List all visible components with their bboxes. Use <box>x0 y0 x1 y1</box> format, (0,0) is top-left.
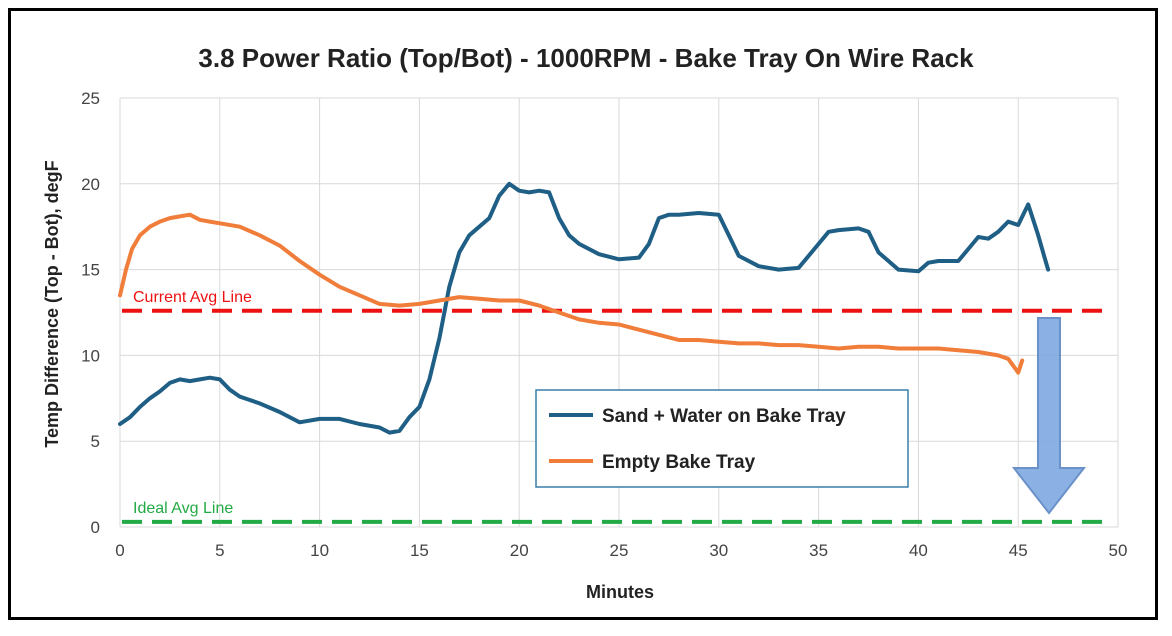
y-tick-labels: 0 5 10 15 20 25 <box>81 89 100 537</box>
legend-label-empty-tray: Empty Bake Tray <box>602 452 756 473</box>
series-line-empty-tray <box>118 212 1025 375</box>
x-tick-label: 50 <box>1109 541 1128 560</box>
x-tick-label: 10 <box>310 541 329 560</box>
ideal-avg-label: Ideal Avg Line <box>133 500 233 517</box>
series-layer <box>118 181 1051 435</box>
legend-box <box>535 389 909 488</box>
gridlines <box>119 97 1119 528</box>
y-tick-label: 5 <box>91 432 100 451</box>
y-tick-label: 25 <box>81 89 100 108</box>
y-axis-label: Temp Difference (Top - Bot), degF <box>42 160 62 447</box>
y-tick-label: 20 <box>81 175 100 194</box>
x-tick-label: 25 <box>610 541 629 560</box>
legend-label-sand-water: Sand + Water on Bake Tray <box>602 406 846 427</box>
y-tick-label: 10 <box>81 346 100 365</box>
x-tick-label: 30 <box>709 541 728 560</box>
chart-title: 3.8 Power Ratio (Top/Bot) - 1000RPM - Ba… <box>198 43 974 73</box>
current-avg-label: Current Avg Line <box>133 289 252 306</box>
x-tick-label: 0 <box>115 541 124 560</box>
series-line-sand-water <box>118 181 1051 435</box>
x-tick-label: 20 <box>510 541 529 560</box>
x-tick-label: 5 <box>215 541 224 560</box>
down-arrow-annotation <box>1011 317 1087 515</box>
reference-lines: Current Avg Line Ideal Avg Line <box>122 289 1102 524</box>
y-tick-label: 0 <box>91 518 100 537</box>
chart-frame <box>8 8 1158 620</box>
x-tick-labels: 0 5 10 15 20 25 30 35 40 45 50 <box>115 541 1127 560</box>
x-tick-label: 15 <box>410 541 429 560</box>
legend: Sand + Water on Bake Tray Empty Bake Tra… <box>535 389 909 488</box>
x-tick-label: 45 <box>1009 541 1028 560</box>
x-axis-label: Minutes <box>586 582 654 602</box>
x-tick-label: 40 <box>909 541 928 560</box>
x-tick-label: 35 <box>809 541 828 560</box>
y-tick-label: 15 <box>81 261 100 280</box>
